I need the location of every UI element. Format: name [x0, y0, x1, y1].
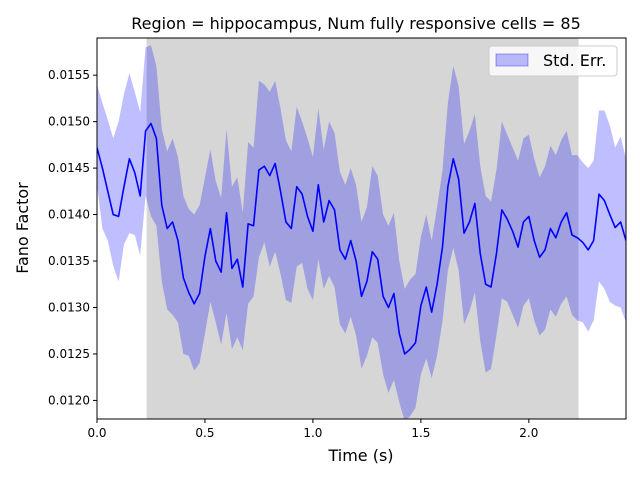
x-tick-label: 0.0 — [87, 426, 106, 440]
legend-box — [488, 45, 618, 77]
x-tick-label: 2.0 — [519, 426, 538, 440]
fano-factor-line — [97, 122, 626, 355]
stimulus-shaded-region — [146, 38, 579, 419]
x-tick-label: 0.5 — [195, 426, 214, 440]
chart-title: Region = hippocampus, Num fully responsi… — [131, 14, 581, 33]
std-err-band — [97, 45, 626, 419]
y-tick-label: 0.0155 — [48, 68, 90, 82]
y-axis-label: Fano Factor — [13, 182, 32, 274]
plot-frame — [96, 37, 627, 420]
y-tick-label: 0.0150 — [48, 115, 90, 129]
legend-label: Std. Err. — [543, 51, 606, 70]
x-tick-label: 1.0 — [303, 426, 322, 440]
y-tick-label: 0.0135 — [48, 254, 90, 268]
y-tick-label: 0.0120 — [48, 393, 90, 407]
x-axis-label: Time (s) — [327, 446, 393, 465]
x-axis: 0.0 0.5 1.0 1.5 2.0 — [87, 419, 538, 440]
y-tick-label: 0.0125 — [48, 347, 90, 361]
legend: Std. Err. — [488, 45, 618, 77]
y-axis: 0.0120 0.0125 0.0130 0.0135 0.0140 0.0145 0.01… — [48, 68, 97, 407]
legend-swatch — [495, 53, 529, 67]
y-tick-label: 0.0140 — [48, 208, 90, 222]
x-tick-label: 1.5 — [411, 426, 430, 440]
y-tick-label: 0.0130 — [48, 300, 90, 314]
y-tick-label: 0.0145 — [48, 161, 90, 175]
